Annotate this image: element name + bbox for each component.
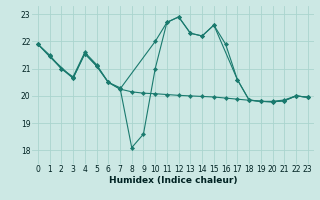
X-axis label: Humidex (Indice chaleur): Humidex (Indice chaleur) [108, 176, 237, 185]
